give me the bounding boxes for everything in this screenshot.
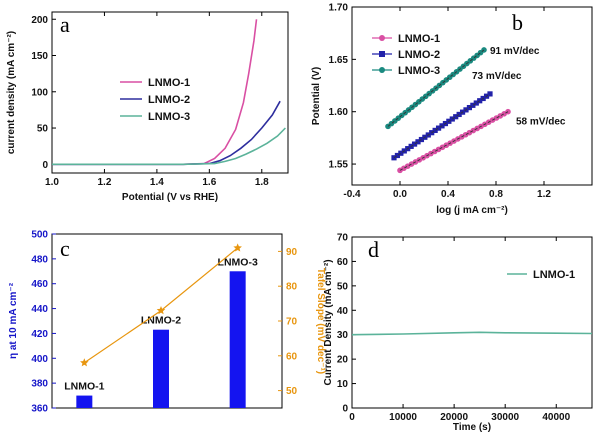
panel-b-ytick-label: 1.70 [329,3,349,14]
panel-b-point [398,150,404,156]
panel-a-legend-label: LNMO-1 [148,77,190,89]
panel-c-ytick-label: 420 [31,329,48,340]
panel-b-fit-line [387,49,485,127]
panel-b-legend-label: LNMO-1 [398,33,440,45]
panel-d-series-LNMO-1 [351,331,593,336]
panel-a-series-LNMO-3 [52,127,286,166]
panel-d-ytick-label: 10 [337,379,349,390]
panel-d-ytick-label: 60 [337,257,349,268]
panel-a-ytick-label: 0 [42,160,48,171]
panel-b-ytick-label: 1.65 [329,55,349,66]
panel-b-xlabel: log (j mA cm⁻²) [436,205,508,216]
panel-b-point [473,100,479,106]
panel-c-ytick-label: 440 [31,304,48,315]
panel-b-fit-line [399,111,509,171]
panel-d-ylabel: Current Density (mA cm⁻²) [323,259,334,385]
panel-a-frame [51,11,289,174]
panel-d-xtick-label: 10000 [389,412,417,423]
panel-a-series-LNMO-1 [52,19,258,166]
panel-d-ytick-label: 30 [337,330,349,341]
panel-c-ytick-label: 380 [31,379,48,390]
panel-d-ytick-label: 0 [342,404,348,415]
panel-c-ylabel-right: Tafel Slope (mV dec⁻¹) [315,268,326,374]
panel-a-xtick-label: 1.8 [255,177,269,188]
panel-c-ytick-label: 480 [31,254,48,265]
panel-b-point [411,141,418,147]
panel-a-ytick-label: 100 [31,87,48,98]
panel-d-ytick-label: 20 [337,355,349,366]
panel-a-xtick-label: 1.0 [45,177,59,188]
panel-c-right-ytick-label: 50 [286,386,298,397]
panel-b-annotation: 73 mV/dec [472,71,522,82]
panel-c-letter: c [60,236,70,261]
panel-b-point [432,127,438,134]
panel-b-letter: b [512,10,523,35]
panel-c-bar-LNMO-3 [229,271,246,408]
panel-b-xtick-label: 1.2 [537,189,551,200]
panel-c-right-ytick-label: 90 [286,247,298,258]
panel-b-point [394,152,401,159]
panel-d-xtick-label: 30000 [491,412,519,423]
panel-b-xtick-label: 0.4 [441,189,455,200]
panel-c-ylabel: η at 10 mA cm⁻² [8,282,19,359]
panel-b-xtick-label: 0.8 [489,189,503,200]
panel-d-xtick-label: 20000 [440,412,468,423]
panel-c-right-ytick-label: 60 [286,351,298,362]
panel-a-letter: a [60,12,70,37]
panel-d-ytick-label: 50 [337,281,349,292]
panel-c-right-ytick-label: 80 [286,282,298,293]
panel-c-bar-label: LNMO-1 [64,381,104,393]
panel-a-legend-label: LNMO-3 [148,111,190,123]
panel-c-right-ytick-label: 70 [286,317,298,328]
panel-c-tafel-point [80,358,89,367]
panel-b-point [470,102,476,108]
panel-b-point [453,114,459,120]
panel-c-tafel-point [233,243,242,252]
panel-a-xtick-label: 1.4 [150,177,164,188]
panel-d-xtick-label: 40000 [542,412,570,423]
panel-c-bar-LNMO-1 [76,395,93,408]
panel-d-legend-label: LNMO-1 [533,269,575,281]
panel-a-legend-label: LNMO-2 [148,94,190,106]
panel-c-ytick-label: 500 [31,230,48,241]
panel-b-ytick-label: 1.60 [329,107,349,118]
panel-d-ytick-label: 70 [337,233,349,244]
panel-a-xlabel: Potential (V vs RHE) [122,192,218,203]
panel-b-point [505,108,511,115]
panel-b-fit-line [393,93,491,159]
panel-c-bar-LNMO-2 [153,329,169,408]
panel-b-point [456,111,462,118]
panel-a-ylabel: current density (mA cm⁻²) [6,31,17,154]
panel-c-tafel-point [156,306,166,315]
panel-d-xtick-label: 0 [349,412,355,423]
panel-b-ytick-label: 1.55 [329,160,349,171]
panel-a-ytick-label: 200 [31,15,48,26]
panel-b-annotation: 58 mV/dec [516,117,566,128]
panel-c-ytick-label: 400 [31,354,48,365]
panel-c-bar-label: LNMO-3 [218,256,258,268]
panel-a-ytick-label: 50 [37,124,49,135]
panel-c-ytick-label: 360 [31,404,48,415]
panel-b-point [415,139,421,145]
panel-c-ytick-label: 460 [31,279,48,290]
panel-d-xlabel: Time (s) [453,422,491,433]
panel-a-ytick-label: 150 [31,51,48,62]
panel-b-xtick-label: 0.0 [393,189,407,200]
panel-d-letter: d [368,237,379,262]
panel-b-annotation: 91 mV/dec [490,46,540,57]
panel-b-ylabel: Potential (V) [311,67,322,125]
panel-b-xtick-label: -0.4 [343,189,361,200]
panel-a-xtick-label: 1.2 [97,177,111,188]
panel-b-frame [351,6,593,186]
panel-b-legend-label: LNMO-2 [398,49,440,61]
panel-d-ytick-label: 40 [337,306,349,317]
panel-a-xtick-label: 1.6 [202,177,216,188]
panel-b-point [435,125,442,131]
panel-b-legend-label: LNMO-3 [398,65,440,77]
panel-d-frame [351,236,593,409]
